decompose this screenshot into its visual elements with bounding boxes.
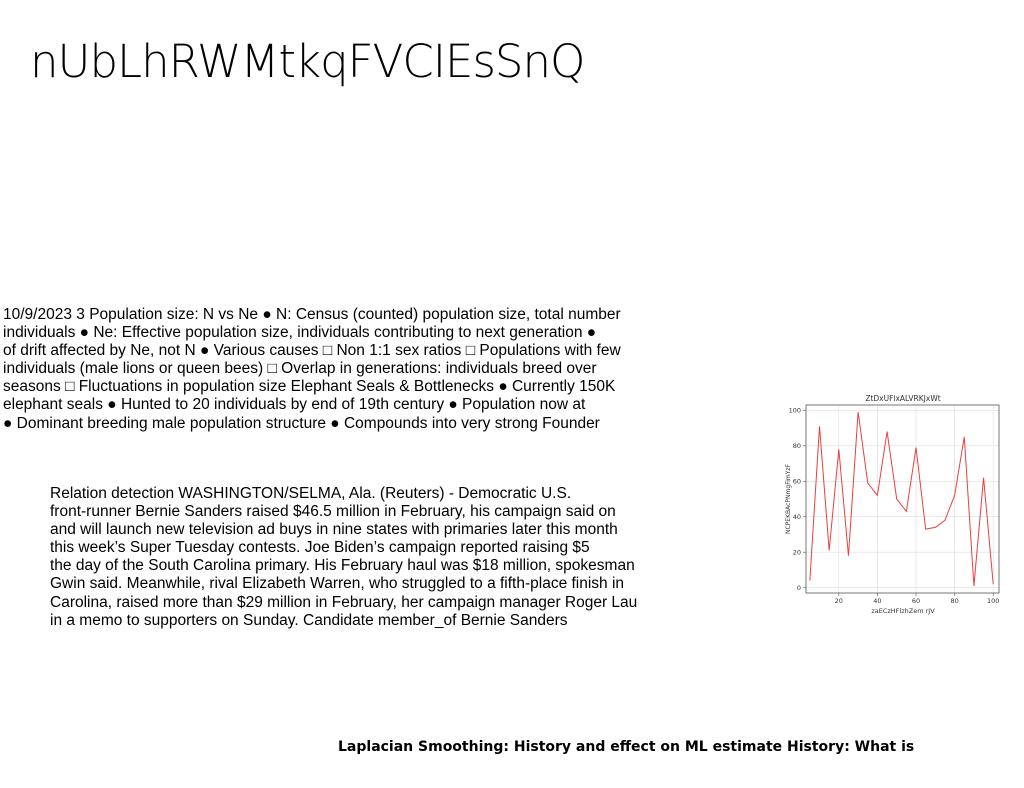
population-size-text-line: 10/9/2023 3 Population size: N vs Ne ● N… (3, 306, 621, 323)
chart-y-tick-label: 40 (793, 513, 801, 521)
line-chart: ZtDxUFlxALVRKJxWt 20 40 60 80 100 0 20 40 60 80 10… (780, 388, 1016, 620)
relation-detection-text-line: Relation detection WASHINGTON/SELMA, Ala… (50, 485, 572, 502)
population-size-text-line: elephant seals ● Hunted to 20 individual… (3, 396, 586, 414)
relation-detection-text-line: the day of the South Carolina primary. H… (50, 557, 635, 575)
chart-x-tick-label: 100 (987, 597, 999, 605)
population-size-text-line: of drift affected by Ne, not N ● Various… (3, 342, 621, 360)
chart-x-tick-label: 80 (950, 597, 958, 605)
chart-y-tick-label: 60 (793, 477, 801, 485)
footer-heading: Laplacian Smoothing: History and effect … (338, 739, 915, 755)
chart-x-axis-label: zaECzHFlzhZem rJV (871, 607, 935, 615)
population-size-text: 10/9/2023 3 Population size: N vs Ne ● N… (3, 306, 621, 433)
population-size-text-line: ● Dominant breeding male population stru… (3, 414, 600, 432)
population-size-text-line: individuals ● Ne: Effective population s… (3, 324, 597, 342)
relation-detection-text-line: Carolina, raised more than $29 million i… (50, 593, 638, 611)
chart-title: ZtDxUFlxALVRKJxWt (865, 394, 940, 403)
page-title: nUbLhRWMtkqFVCIEsSnQ (30, 35, 585, 88)
chart-plot-frame (805, 404, 1000, 594)
chart-y-tick-label: 20 (793, 548, 801, 556)
chart-x-tick-label: 60 (912, 597, 920, 605)
relation-detection-text-line: and will launch new television ad buys i… (50, 521, 618, 539)
chart-x-tick-label: 40 (873, 597, 881, 605)
relation-detection-text: Relation detection WASHINGTON/SELMA, Ala… (50, 485, 637, 630)
relation-detection-text-line: front-runner Bernie Sanders raised $46.5… (50, 503, 616, 521)
chart-y-tick-label: 80 (793, 442, 801, 450)
chart-ticks: 20 40 60 80 100 0 20 40 60 80 100 (789, 407, 1000, 605)
population-size-text-line: seasons □ Fluctuations in population siz… (3, 378, 616, 396)
population-size-text-line: individuals (male lions or queen bees) □… (3, 360, 597, 378)
chart-grid (806, 405, 999, 593)
chart-y-tick-label: 0 (797, 584, 801, 592)
chart-y-axis-label: NCPEKBAcPNmgFimYzF (785, 463, 792, 534)
relation-detection-text-line: this week’s Super Tuesday contests. Joe … (50, 539, 590, 557)
chart-y-tick-label: 100 (789, 407, 801, 415)
relation-detection-text-line: in a memo to supporters on Sunday. Candi… (50, 611, 568, 629)
chart-x-tick-label: 20 (835, 597, 843, 605)
chart-series-line (809, 412, 994, 586)
line-chart-svg: ZtDxUFlxALVRKJxWt 20 40 60 80 100 0 20 40 60 80 10… (785, 394, 1000, 615)
relation-detection-text-line: Gwin said. Meanwhile, rival Elizabeth Wa… (50, 575, 625, 593)
